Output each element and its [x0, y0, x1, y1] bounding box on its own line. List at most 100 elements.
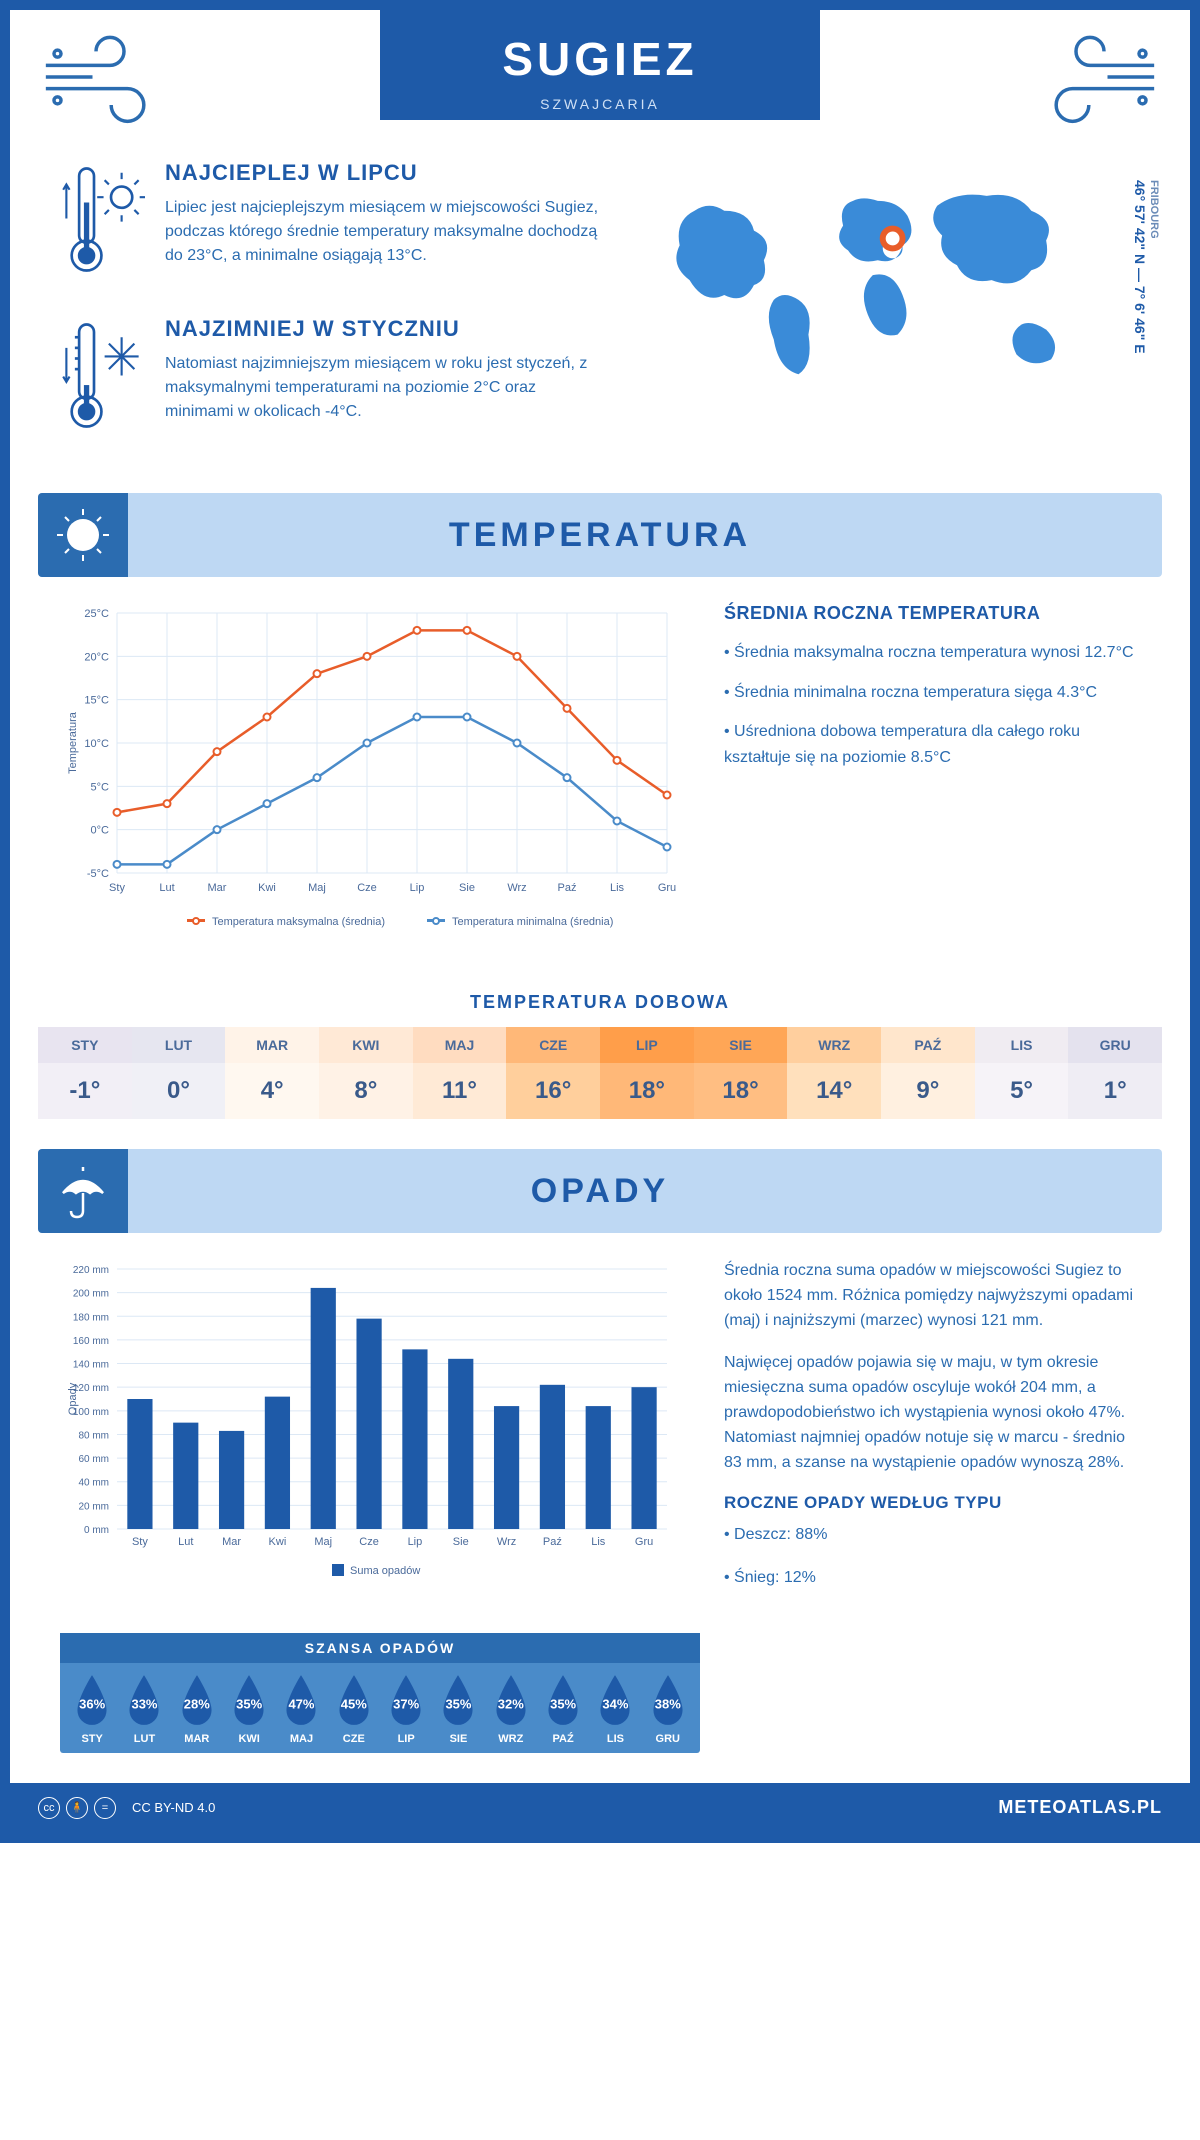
raindrop-icon: 35%: [437, 1673, 479, 1727]
svg-text:180 mm: 180 mm: [73, 1312, 109, 1323]
precip-type-item: • Śnieg: 12%: [724, 1566, 1140, 1591]
daily-cell: STY-1°: [38, 1027, 132, 1119]
raindrop-icon: 32%: [490, 1673, 532, 1727]
raindrop-icon: 35%: [228, 1673, 270, 1727]
cc-icon: cc: [38, 1797, 60, 1819]
svg-text:Paź: Paź: [543, 1536, 562, 1548]
city-name: SUGIEZ: [380, 32, 820, 86]
svg-text:15°C: 15°C: [84, 695, 109, 707]
chance-cell: 38%GRU: [642, 1673, 694, 1745]
precip-chance-box: SZANSA OPADÓW 36%STY33%LUT28%MAR35%KWI47…: [60, 1633, 700, 1753]
region-label: FRIBOURG: [1148, 180, 1160, 346]
thermometer-cold-icon: [60, 316, 145, 444]
raindrop-icon: 45%: [333, 1673, 375, 1727]
coldest-block: NAJZIMNIEJ W STYCZNIU Natomiast najzimni…: [60, 316, 605, 444]
svg-text:Lut: Lut: [159, 882, 174, 894]
svg-text:-5°C: -5°C: [87, 868, 109, 880]
svg-text:80 mm: 80 mm: [78, 1430, 109, 1441]
svg-text:Maj: Maj: [308, 882, 326, 894]
chance-cell: 35%PAŹ: [537, 1673, 589, 1745]
svg-text:Mar: Mar: [222, 1536, 241, 1548]
temp-summary-item: • Średnia maksymalna roczna temperatura …: [724, 640, 1140, 666]
daily-cell: PAŹ9°: [881, 1027, 975, 1119]
daily-temp-table: STY-1°LUT0°MAR4°KWI8°MAJ11°CZE16°LIP18°S…: [38, 1027, 1162, 1119]
world-map: [645, 160, 1140, 420]
raindrop-icon: 36%: [71, 1673, 113, 1727]
intro-row: NAJCIEPLEJ W LIPCU Lipiec jest najcieple…: [10, 150, 1190, 473]
site-name: METEOATLAS.PL: [998, 1797, 1162, 1818]
temp-summary-item: • Średnia minimalna roczna temperatura s…: [724, 680, 1140, 706]
svg-text:Cze: Cze: [359, 1536, 379, 1548]
map-block: FRIBOURG 46° 57' 42" N — 7° 6' 46" E: [645, 160, 1140, 443]
svg-text:60 mm: 60 mm: [78, 1454, 109, 1465]
svg-text:Temperatura: Temperatura: [67, 711, 79, 774]
svg-text:Wrz: Wrz: [507, 882, 526, 894]
svg-text:Gru: Gru: [658, 882, 676, 894]
daily-cell: SIE18°: [694, 1027, 788, 1119]
temperature-chart: -5°C0°C5°C10°C15°C20°C25°CStyLutMarKwiMa…: [60, 603, 684, 948]
wind-icon-right: [1020, 22, 1160, 132]
chance-cell: 35%KWI: [223, 1673, 275, 1745]
precip-para: Średnia roczna suma opadów w miejscowośc…: [724, 1259, 1140, 1333]
chance-cell: 37%LIP: [380, 1673, 432, 1745]
svg-text:Lut: Lut: [178, 1536, 193, 1548]
svg-text:160 mm: 160 mm: [73, 1336, 109, 1347]
title-block: SUGIEZ SZWAJCARIA: [380, 10, 820, 120]
chance-cell: 28%MAR: [171, 1673, 223, 1745]
svg-text:Lis: Lis: [610, 882, 625, 894]
chance-cell: 35%SIE: [432, 1673, 484, 1745]
daily-temp-title: TEMPERATURA DOBOWA: [10, 992, 1190, 1013]
daily-cell: CZE16°: [506, 1027, 600, 1119]
country-name: SZWAJCARIA: [380, 96, 820, 112]
svg-text:Sty: Sty: [132, 1536, 148, 1548]
svg-text:Paź: Paź: [558, 882, 577, 894]
footer: cc 🧍 = CC BY-ND 4.0 METEOATLAS.PL: [10, 1783, 1190, 1833]
chance-cell: 45%CZE: [328, 1673, 380, 1745]
daily-cell: LIP18°: [600, 1027, 694, 1119]
precip-type-item: • Deszcz: 88%: [724, 1523, 1140, 1548]
wind-icon-left: [40, 22, 180, 132]
precip-summary: Średnia roczna suma opadów w miejscowośc…: [724, 1259, 1140, 1609]
chance-cell: 47%MAJ: [275, 1673, 327, 1745]
svg-text:Kwi: Kwi: [258, 882, 276, 894]
coordinates: FRIBOURG 46° 57' 42" N — 7° 6' 46" E: [1132, 180, 1160, 354]
daily-cell: MAJ11°: [413, 1027, 507, 1119]
svg-text:Maj: Maj: [314, 1536, 332, 1548]
precip-para: Najwięcej opadów pojawia się w maju, w t…: [724, 1351, 1140, 1475]
daily-cell: GRU1°: [1068, 1027, 1162, 1119]
precip-title: OPADY: [38, 1172, 1162, 1211]
svg-text:0°C: 0°C: [91, 825, 110, 837]
chance-cell: 32%WRZ: [485, 1673, 537, 1745]
svg-text:Cze: Cze: [357, 882, 377, 894]
svg-text:Sie: Sie: [453, 1536, 469, 1548]
location-marker: [882, 229, 902, 249]
svg-text:200 mm: 200 mm: [73, 1289, 109, 1300]
chance-cell: 34%LIS: [589, 1673, 641, 1745]
coldest-text: Natomiast najzimniejszym miesiącem w rok…: [165, 352, 605, 424]
daily-cell: KWI8°: [319, 1027, 413, 1119]
svg-text:Temperatura minimalna (średnia: Temperatura minimalna (średnia): [452, 916, 613, 928]
svg-text:Opady: Opady: [67, 1382, 79, 1415]
page: SUGIEZ SZWAJCARIA NAJCIEPLEJ W LIPCU Lip…: [0, 0, 1200, 1843]
svg-text:40 mm: 40 mm: [78, 1478, 109, 1489]
svg-text:220 mm: 220 mm: [73, 1265, 109, 1276]
svg-text:Wrz: Wrz: [497, 1536, 516, 1548]
by-icon: 🧍: [66, 1797, 88, 1819]
chance-title: SZANSA OPADÓW: [60, 1633, 700, 1663]
svg-text:Suma opadów: Suma opadów: [350, 1565, 420, 1577]
svg-text:20°C: 20°C: [84, 651, 109, 663]
daily-cell: LIS5°: [975, 1027, 1069, 1119]
precip-chart: 0 mm20 mm40 mm60 mm80 mm100 mm120 mm140 …: [60, 1259, 684, 1609]
warmest-block: NAJCIEPLEJ W LIPCU Lipiec jest najcieple…: [60, 160, 605, 288]
warmest-title: NAJCIEPLEJ W LIPCU: [165, 160, 605, 186]
svg-text:25°C: 25°C: [84, 608, 109, 620]
svg-text:0 mm: 0 mm: [84, 1525, 109, 1536]
temperature-title: TEMPERATURA: [38, 516, 1162, 555]
daily-cell: MAR4°: [225, 1027, 319, 1119]
raindrop-icon: 47%: [280, 1673, 322, 1727]
license-text: CC BY-ND 4.0: [132, 1800, 215, 1815]
nd-icon: =: [94, 1797, 116, 1819]
raindrop-icon: 37%: [385, 1673, 427, 1727]
chance-cell: 36%STY: [66, 1673, 118, 1745]
svg-text:20 mm: 20 mm: [78, 1501, 109, 1512]
